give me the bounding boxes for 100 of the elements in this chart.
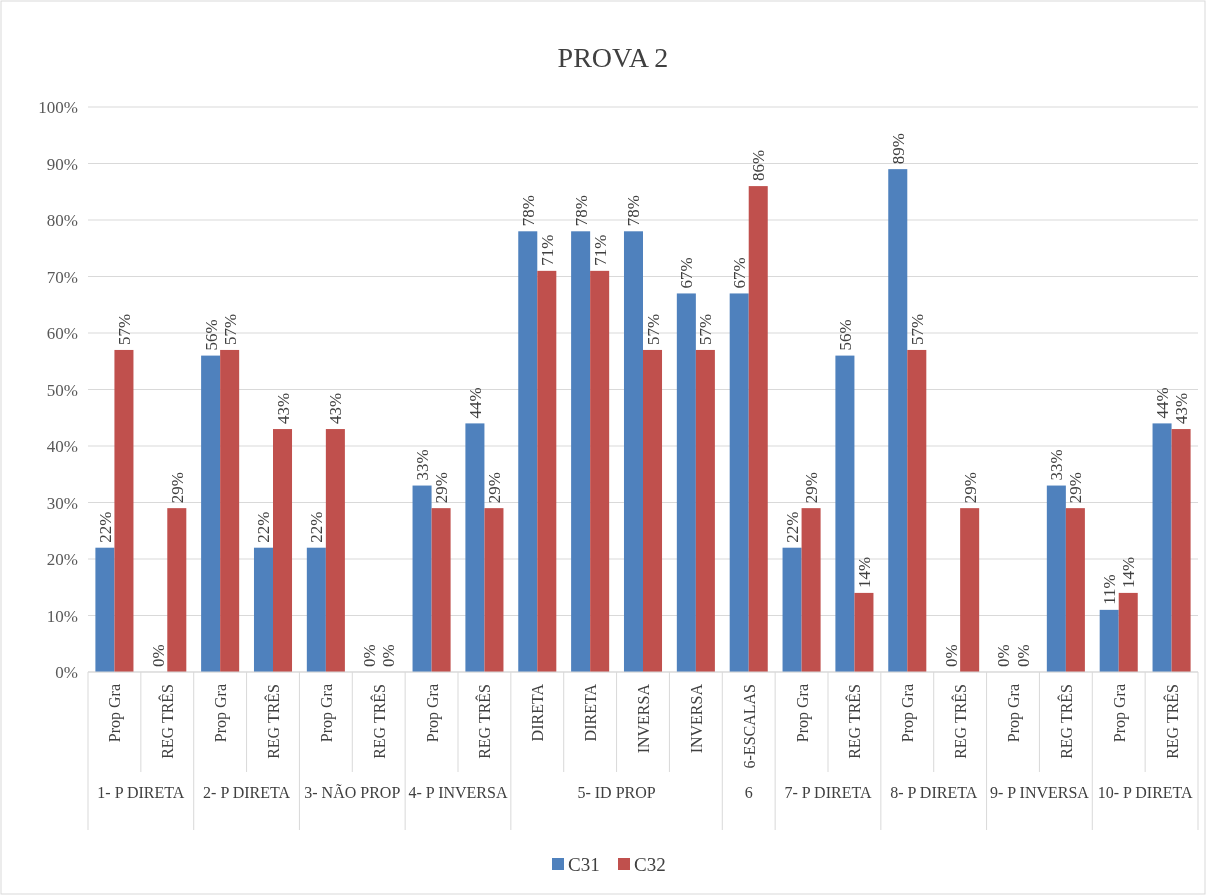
x-tick-label: REG TRÊS xyxy=(369,684,388,759)
data-label: 57% xyxy=(907,313,927,345)
bar xyxy=(253,547,273,672)
x-tick-label: REG TRÊS xyxy=(264,684,282,759)
legend-label: C31 xyxy=(568,854,600,875)
y-tick-label: 0% xyxy=(55,663,78,682)
data-label: 67% xyxy=(730,257,750,289)
bar xyxy=(590,270,610,672)
bar xyxy=(114,349,134,672)
data-label: 29% xyxy=(802,471,822,504)
data-label: 14% xyxy=(1119,556,1139,588)
x-tick-label: Prop Gra xyxy=(1110,684,1129,743)
bar xyxy=(273,429,293,672)
x-tick-label: REG TRÊS xyxy=(845,684,864,759)
data-label: 57% xyxy=(114,313,134,345)
x-tick-label: Prop Gra xyxy=(793,684,812,743)
text: 4- P INVERSA xyxy=(408,784,508,801)
y-tick-label: 100% xyxy=(38,98,78,117)
bar xyxy=(801,508,821,672)
bar xyxy=(782,547,802,672)
text: 8- P DIRETA xyxy=(890,784,978,801)
y-tick-label: 70% xyxy=(46,267,78,287)
bar xyxy=(95,547,115,672)
data-label: 14% xyxy=(854,556,874,588)
bar xyxy=(325,429,345,672)
bar xyxy=(167,508,187,672)
data-label: 71% xyxy=(590,234,610,266)
data-label: 57% xyxy=(643,313,663,345)
data-label: 29% xyxy=(432,471,452,504)
data-label: 29% xyxy=(960,471,980,504)
bar xyxy=(201,355,221,672)
x-tick-label: REG TRÊS xyxy=(1162,684,1181,759)
data-label: 22% xyxy=(95,511,115,543)
y-tick-label: 50% xyxy=(46,380,78,400)
data-label: 22% xyxy=(254,511,274,543)
y-tick-label: 60% xyxy=(46,324,78,343)
data-label: 22% xyxy=(307,511,327,543)
data-label: 56% xyxy=(201,319,221,351)
x-tick-label: REG TRÊS xyxy=(475,684,494,759)
bar xyxy=(465,423,485,672)
x-tick-label: Prop Gra xyxy=(899,684,918,743)
data-label: 67% xyxy=(677,257,697,289)
data-label: 0% xyxy=(148,644,168,667)
legend-label: C32 xyxy=(634,854,666,875)
bar xyxy=(220,349,240,672)
bar xyxy=(1065,508,1085,672)
text: 6 xyxy=(744,784,753,801)
bar xyxy=(729,293,749,672)
data-label: 11% xyxy=(1100,574,1120,605)
data-label: 44% xyxy=(1153,387,1173,419)
bar xyxy=(643,349,663,672)
x-tick-label: Prop Gra xyxy=(317,684,336,743)
data-label: 0% xyxy=(1013,644,1033,667)
bar xyxy=(888,169,908,672)
bar xyxy=(907,349,927,672)
data-label: 0% xyxy=(379,644,399,667)
x-tick-label: INVERSA xyxy=(687,683,705,754)
bar xyxy=(518,231,538,672)
data-label: 22% xyxy=(783,511,803,543)
text: 3- NÃO PROP xyxy=(304,784,401,801)
x-tick-label: Prop Gra xyxy=(106,684,125,743)
bar xyxy=(1171,429,1191,672)
x-tick-label: REG TRÊS xyxy=(951,684,970,759)
data-label: 57% xyxy=(696,313,716,345)
bar xyxy=(571,231,591,672)
text: 2- P DIRETA xyxy=(203,784,291,801)
bar xyxy=(537,270,557,672)
bar xyxy=(1099,609,1119,672)
bar xyxy=(695,349,715,672)
x-tick-label: REG TRÊS xyxy=(158,684,177,759)
data-label: 56% xyxy=(835,319,855,351)
text: 5- ID PROP xyxy=(577,784,656,801)
x-tick-label: REG TRÊS xyxy=(1056,684,1075,759)
bar xyxy=(748,186,768,672)
x-tick-label: DIRETA xyxy=(529,683,547,742)
data-label: 0% xyxy=(941,644,961,667)
data-label: 78% xyxy=(571,195,591,227)
bar xyxy=(676,293,696,672)
bar xyxy=(1152,423,1172,672)
data-label: 29% xyxy=(484,471,504,504)
data-label: 0% xyxy=(360,644,380,667)
data-label: 29% xyxy=(1066,471,1086,504)
text: 9- P INVERSA xyxy=(989,784,1090,801)
data-label: 44% xyxy=(465,387,485,419)
y-tick-label: 30% xyxy=(46,493,78,513)
data-label: 86% xyxy=(749,149,769,182)
bar xyxy=(835,355,855,672)
bar xyxy=(306,547,326,672)
data-label: 78% xyxy=(624,195,644,227)
bar xyxy=(431,508,451,672)
data-label: 33% xyxy=(413,449,433,481)
data-label: 57% xyxy=(220,313,240,345)
bar xyxy=(1118,592,1138,672)
text: 10- P DIRETA xyxy=(1097,784,1194,801)
x-tick-label: Prop Gra xyxy=(1005,684,1023,743)
bar xyxy=(484,508,504,672)
data-label: 71% xyxy=(537,234,557,266)
data-label: 33% xyxy=(1047,449,1067,481)
bar xyxy=(1046,485,1066,672)
data-label: 89% xyxy=(888,132,908,165)
